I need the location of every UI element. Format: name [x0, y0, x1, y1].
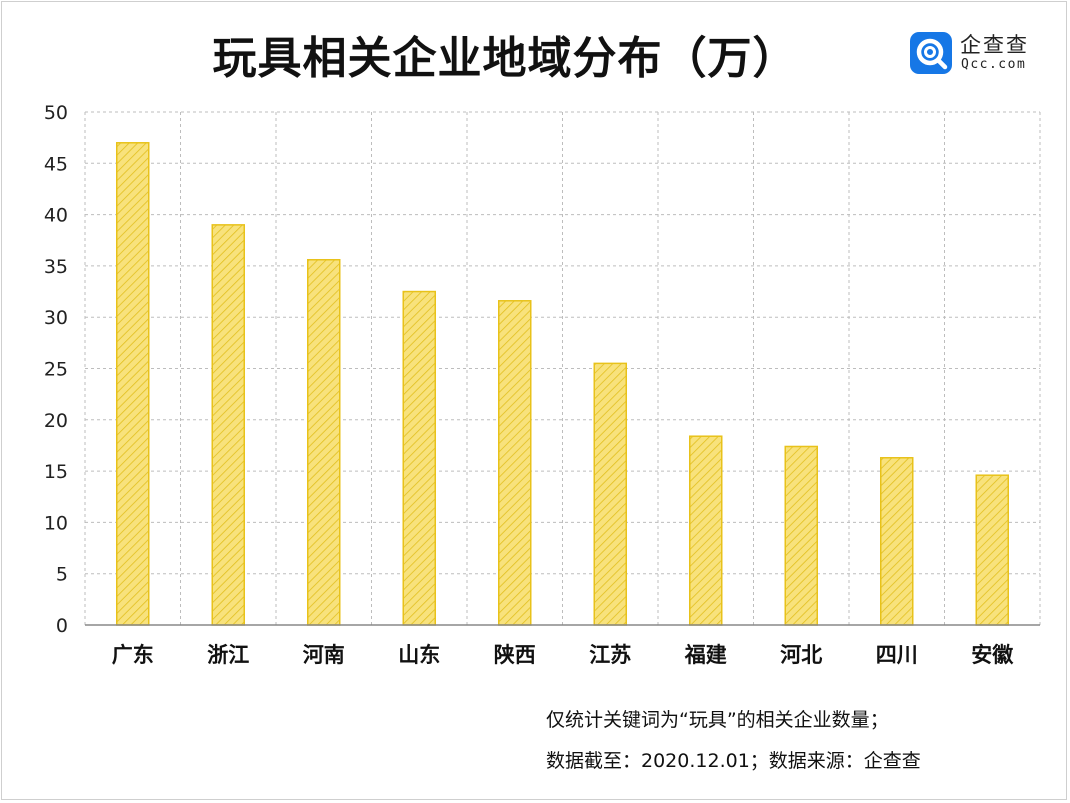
bar-1	[211, 224, 245, 626]
bar-0	[116, 142, 150, 626]
logo-text-en: Qcc.com	[961, 57, 1027, 72]
y-tick-label: 35	[44, 256, 68, 278]
y-tick-label: 30	[44, 307, 68, 329]
x-category-label: 广东	[112, 643, 154, 667]
y-tick-label: 40	[44, 205, 68, 227]
qcc-logo: 企查查 Qcc.com	[910, 30, 1050, 74]
y-tick-label: 45	[44, 153, 68, 175]
bar-3	[402, 290, 436, 626]
y-tick-label: 25	[44, 359, 68, 381]
x-category-label: 浙江	[207, 643, 249, 667]
bar-2	[307, 258, 341, 626]
note-keyword: 仅统计关键词为“玩具”的相关企业数量；	[546, 709, 889, 731]
x-axis-categories: 广东 浙江 河南 山东 陕西 江苏 福建 河北 四川 安徽	[112, 643, 1014, 667]
y-tick-label: 10	[44, 512, 68, 534]
x-category-label: 福建	[684, 643, 727, 667]
y-tick-label: 20	[44, 410, 68, 432]
x-category-label: 四川	[876, 643, 918, 667]
bar-7	[784, 445, 818, 626]
x-category-label: 山东	[398, 643, 440, 667]
bar-6	[689, 435, 723, 626]
x-category-label: 江苏	[589, 643, 631, 667]
x-category-label: 河南	[303, 643, 345, 667]
y-tick-label: 5	[56, 564, 68, 586]
bar-9	[975, 474, 1009, 626]
logo-text-cn: 企查查	[960, 33, 1029, 57]
chart-title: 玩具相关企业地域分布（万）	[212, 33, 798, 84]
x-category-label: 陕西	[494, 643, 536, 667]
x-category-label: 安徽	[971, 643, 1014, 667]
y-tick-label: 15	[44, 461, 68, 483]
bar-4	[498, 300, 532, 626]
note-source: 数据截至：2020.12.01；数据来源：企查查	[546, 750, 921, 772]
y-tick-label: 0	[56, 615, 68, 637]
qcc-logo-icon	[910, 32, 952, 74]
grid-lines	[84, 111, 1041, 626]
bar-8	[880, 457, 914, 626]
bars	[116, 142, 1009, 626]
x-category-label: 河北	[780, 643, 822, 667]
y-tick-label: 50	[44, 102, 68, 124]
bar-5	[593, 362, 627, 626]
y-axis-ticks: 0 5 10 15 20 25 30 35 40 45 50	[44, 102, 68, 637]
